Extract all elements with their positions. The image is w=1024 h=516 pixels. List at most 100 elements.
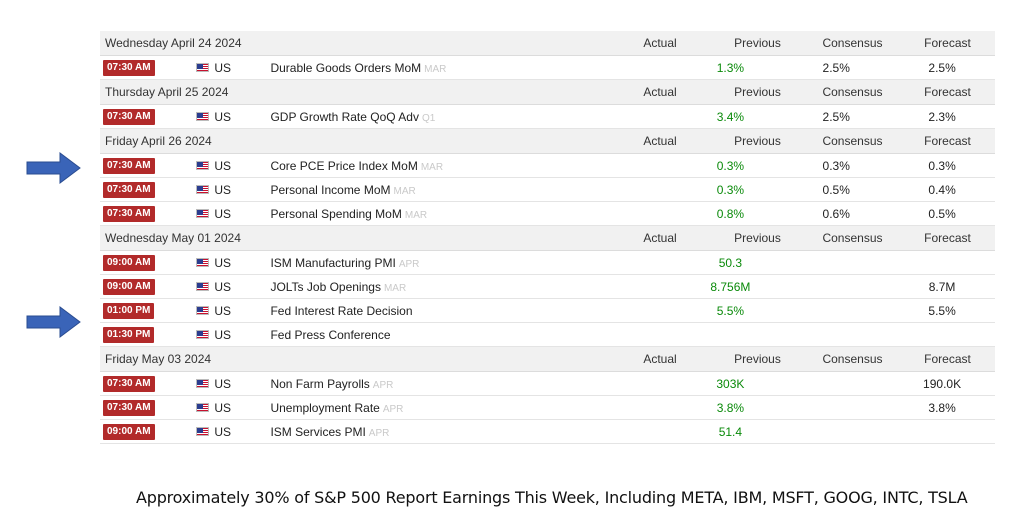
forecast-value: 0.5% [928,206,956,221]
event-row[interactable]: 07:30 AM US Core PCE Price Index MoM MAR 0.3… [100,154,995,178]
event-name-link[interactable]: ISM Services PMI [270,424,366,439]
economic-calendar-table: Wednesday April 24 2024 Actual Previous Con… [100,31,995,444]
us-flag-icon [196,306,210,315]
event-name-cell: Durable Goods Orders MoM MAR [270,61,590,75]
previous-value: 50.3 [718,255,743,270]
event-reference-period: MAR [420,161,444,173]
us-flag-icon [196,379,210,388]
forecast-value: 2.3% [928,109,956,124]
event-name-cell: JOLTs Job Openings MAR [270,280,590,294]
column-header-consensus: Consensus [822,85,883,99]
us-flag-icon [196,112,210,121]
column-header-consensus: Consensus [822,231,883,245]
country-code: US [214,400,232,415]
consensus-value: 0.5% [822,182,850,197]
event-name-link[interactable]: Fed Press Conference [270,327,391,342]
event-name-link[interactable]: JOLTs Job Openings [270,279,381,294]
event-time-badge: 09:00 AM [103,255,155,271]
column-header-forecast: Forecast [924,85,971,99]
previous-value: 0.8% [716,206,745,221]
country-code: US [214,60,232,75]
event-time-badge: 07:30 AM [103,206,155,222]
column-header-forecast: Forecast [924,36,971,50]
event-row[interactable]: 09:00 AM US ISM Services PMI APR 51.4 [100,420,995,444]
event-name-link[interactable]: Core PCE Price Index MoM [270,158,418,173]
column-header-actual: Actual [643,231,677,245]
country-cell: US [196,328,270,342]
date-header-row: Friday April 26 2024 Actual Previous Consen… [100,129,995,154]
previous-value: 0.3% [716,158,745,173]
event-row[interactable]: 01:30 PM US Fed Press Conference [100,323,995,347]
event-row[interactable]: 07:30 AM US GDP Growth Rate QoQ Adv Q1 3.4% 2… [100,105,995,129]
country-cell: US [196,61,270,75]
consensus-value: 0.6% [822,206,850,221]
event-reference-period: APR [368,427,390,439]
us-flag-icon [196,185,210,194]
country-cell: US [196,304,270,318]
consensus-value: 0.3% [822,158,850,173]
event-name-link[interactable]: Fed Interest Rate Decision [270,303,413,318]
event-row[interactable]: 07:30 AM US Non Farm Payrolls APR 303K 190.0K [100,372,995,396]
previous-value: 8.756M [710,279,751,294]
country-cell: US [196,159,270,173]
event-name-link[interactable]: Personal Income MoM [270,182,391,197]
event-row[interactable]: 07:30 AM US Durable Goods Orders MoM MAR 1.3… [100,56,995,80]
us-flag-icon [196,282,210,291]
event-time-cell: 07:30 AM [100,375,196,392]
forecast-value: 0.3% [928,158,956,173]
event-reference-period: MAR [424,63,447,75]
event-name-link[interactable]: Non Farm Payrolls [270,376,370,391]
event-row[interactable]: 09:00 AM US ISM Manufacturing PMI APR 50.3 [100,251,995,275]
event-name-link[interactable]: Personal Spending MoM [270,206,402,221]
event-row[interactable]: 07:30 AM US Personal Spending MoM MAR 0.8% 0.… [100,202,995,226]
event-row[interactable]: 07:30 AM US Personal Income MoM MAR 0.3% 0.5%… [100,178,995,202]
caption-text: Approximately 30% of S&P 500 Report Earn… [136,488,968,507]
us-flag-icon [196,209,210,218]
arrow-right-icon [26,306,81,338]
event-reference-period: MAR [393,185,416,197]
column-header-previous: Previous [734,231,781,245]
event-name-cell: GDP Growth Rate QoQ Adv Q1 [270,110,590,124]
event-name-cell: Non Farm Payrolls APR [270,377,590,391]
event-reference-period: APR [382,403,404,415]
column-header-previous: Previous [734,36,781,50]
arrow-right-icon [26,152,81,184]
event-name-link[interactable]: GDP Growth Rate QoQ Adv [270,109,419,124]
country-cell: US [196,183,270,197]
event-time-badge: 07:30 AM [103,400,155,416]
event-row[interactable]: 07:30 AM US Unemployment Rate APR 3.8% 3.8% [100,396,995,420]
country-cell: US [196,280,270,294]
column-header-actual: Actual [643,134,677,148]
event-time-badge: 07:30 AM [103,109,155,125]
consensus-value: 2.5% [822,109,850,124]
event-time-cell: 09:00 AM [100,278,196,295]
forecast-value: 5.5% [928,303,956,318]
country-code: US [214,182,232,197]
event-time-cell: 09:00 AM [100,423,196,440]
country-code: US [214,109,232,124]
event-name-cell: Core PCE Price Index MoM MAR [270,159,590,173]
event-time-badge: 09:00 AM [103,279,155,295]
country-cell: US [196,207,270,221]
date-header-row: Thursday April 25 2024 Actual Previous Cons… [100,80,995,105]
country-cell: US [196,256,270,270]
event-name-link[interactable]: Unemployment Rate [270,400,380,415]
country-code: US [214,424,232,439]
column-header-forecast: Forecast [924,134,971,148]
previous-value: 0.3% [716,182,745,197]
event-name-link[interactable]: Durable Goods Orders MoM [270,60,422,75]
event-row[interactable]: 09:00 AM US JOLTs Job Openings MAR 8.756M 8.7… [100,275,995,299]
event-reference-period: APR [372,379,394,391]
event-row[interactable]: 01:00 PM US Fed Interest Rate Decision 5.5%… [100,299,995,323]
event-name-link[interactable]: ISM Manufacturing PMI [270,255,396,270]
event-time-badge: 01:30 PM [103,327,155,343]
event-time-cell: 07:30 AM [100,205,196,222]
country-code: US [214,158,232,173]
country-code: US [214,255,232,270]
country-code: US [214,303,232,318]
us-flag-icon [196,258,210,267]
event-time-badge: 07:30 AM [103,158,155,174]
event-time-badge: 07:30 AM [103,376,155,392]
previous-value: 3.4% [716,109,745,124]
us-flag-icon [196,403,210,412]
